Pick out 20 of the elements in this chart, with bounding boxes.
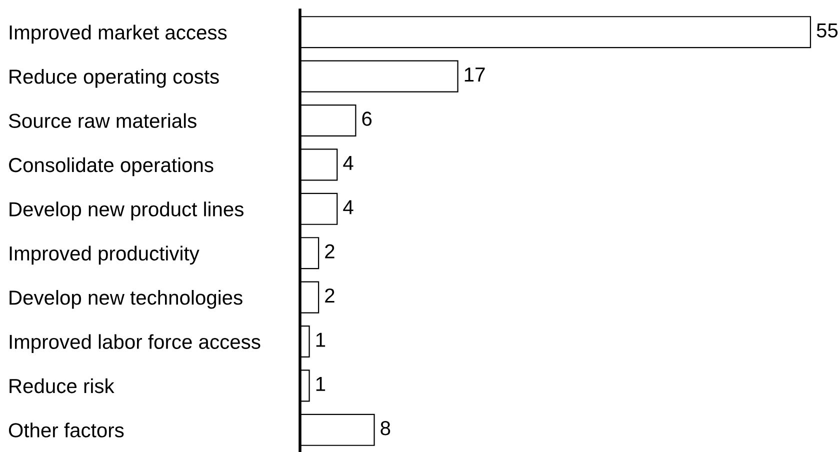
data-label: 1 [316, 332, 326, 347]
data-label: 2 [325, 244, 334, 258]
data-label: 8 [380, 421, 390, 436]
y-tick-label: Improved productivity [10, 246, 200, 265]
y-tick-label: Develop new product lines [10, 202, 244, 220]
data-label: 17 [464, 68, 485, 82]
y-tick-label: Improved market access [10, 24, 227, 44]
y-tick-label: Improved labor force access [10, 334, 260, 353]
data-label: 4 [343, 200, 354, 214]
y-tick-label: Consolidate operations [9, 157, 214, 176]
y-tick-label: Develop new technologies [10, 290, 242, 309]
data-label: 1 [316, 377, 326, 391]
data-label: 6 [362, 112, 372, 126]
y-tick-label: Reduce operating costs [10, 69, 219, 88]
y-tick-label: Other factors [8, 422, 124, 438]
y-tick-label: Source raw materials [8, 113, 196, 128]
data-label: 4 [343, 156, 354, 170]
y-tick-label: Reduce risk [10, 378, 114, 394]
data-label: 55 [816, 23, 838, 38]
data-label: 2 [325, 288, 334, 303]
